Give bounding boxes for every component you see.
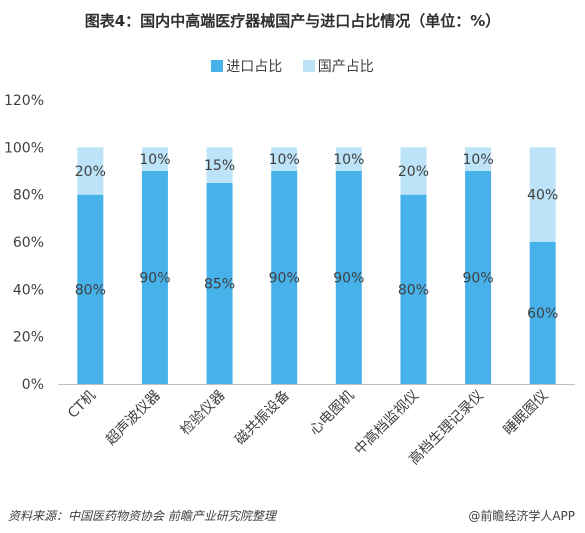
x-tick-label: 超声波仪器 bbox=[103, 388, 164, 449]
data-label: 80% bbox=[75, 282, 106, 298]
data-label: 20% bbox=[398, 164, 429, 180]
legend-swatch-import bbox=[211, 60, 224, 72]
bar-segment-domestic bbox=[335, 147, 362, 171]
data-label: 10% bbox=[139, 152, 170, 168]
data-label: 10% bbox=[269, 152, 300, 168]
bar-segment-domestic bbox=[465, 147, 492, 171]
bar-segment-import bbox=[465, 171, 492, 384]
y-tick-label: 60% bbox=[13, 235, 44, 251]
bar-segment-domestic bbox=[206, 147, 233, 183]
y-tick-label: 100% bbox=[4, 140, 44, 156]
data-label: 40% bbox=[527, 188, 558, 204]
y-tick-label: 120% bbox=[4, 93, 44, 109]
x-tick-label: 检验仪器 bbox=[177, 388, 228, 439]
x-tick-label: 心电图机 bbox=[307, 388, 358, 439]
data-label: 10% bbox=[463, 152, 494, 168]
data-label: 90% bbox=[333, 271, 364, 287]
bar-segment-import bbox=[335, 171, 362, 384]
data-label: 85% bbox=[204, 276, 235, 292]
brand-credit: @前瞻经济学人APP bbox=[468, 509, 575, 523]
bar-segment-import bbox=[271, 171, 298, 384]
y-tick-label: 0% bbox=[22, 377, 44, 393]
data-label: 90% bbox=[269, 271, 300, 287]
legend-label-import: 进口占比 bbox=[226, 59, 283, 75]
bar-segment-import bbox=[400, 194, 427, 384]
data-label: 20% bbox=[75, 164, 106, 180]
x-tick-label: 中高档监视仪 bbox=[351, 387, 422, 458]
x-tick-label: CT机 bbox=[65, 388, 99, 422]
data-label: 80% bbox=[398, 282, 429, 298]
bar-segment-import bbox=[141, 171, 168, 384]
bar-segment-domestic bbox=[400, 147, 427, 195]
legend-item-domestic: 国产占比 bbox=[302, 56, 374, 76]
bar-segment-domestic bbox=[271, 147, 298, 171]
data-label: 15% bbox=[204, 158, 235, 174]
data-label: 60% bbox=[527, 306, 558, 322]
chart-legend: 进口占比 国产占比 bbox=[0, 56, 585, 76]
y-tick-label: 40% bbox=[13, 282, 44, 298]
legend-item-import: 进口占比 bbox=[211, 56, 282, 76]
legend-label-domestic: 国产占比 bbox=[317, 59, 374, 75]
bar-segment-domestic bbox=[77, 147, 104, 195]
data-label: 90% bbox=[463, 271, 494, 287]
y-tick-label: 80% bbox=[13, 188, 44, 204]
bar-segment-import bbox=[529, 242, 556, 384]
bar-segment-import bbox=[206, 182, 233, 384]
data-label: 10% bbox=[333, 152, 364, 168]
bar-segment-domestic bbox=[141, 147, 168, 171]
source-note: 资料来源：中国医药物资协会 前瞻产业研究院整理 bbox=[8, 509, 276, 523]
data-label: 90% bbox=[139, 271, 170, 287]
legend-swatch-domestic bbox=[302, 60, 315, 72]
bar-segment-domestic bbox=[529, 147, 556, 242]
bar-segment-import bbox=[77, 194, 104, 384]
x-tick-label: 磁共振设备 bbox=[231, 387, 293, 449]
y-tick-label: 20% bbox=[13, 330, 44, 346]
x-tick-label: 睡眠图仪 bbox=[501, 388, 552, 439]
chart-title: 图表4：国内中高端医疗器械国产与进口占比情况（单位：%） bbox=[84, 12, 501, 30]
